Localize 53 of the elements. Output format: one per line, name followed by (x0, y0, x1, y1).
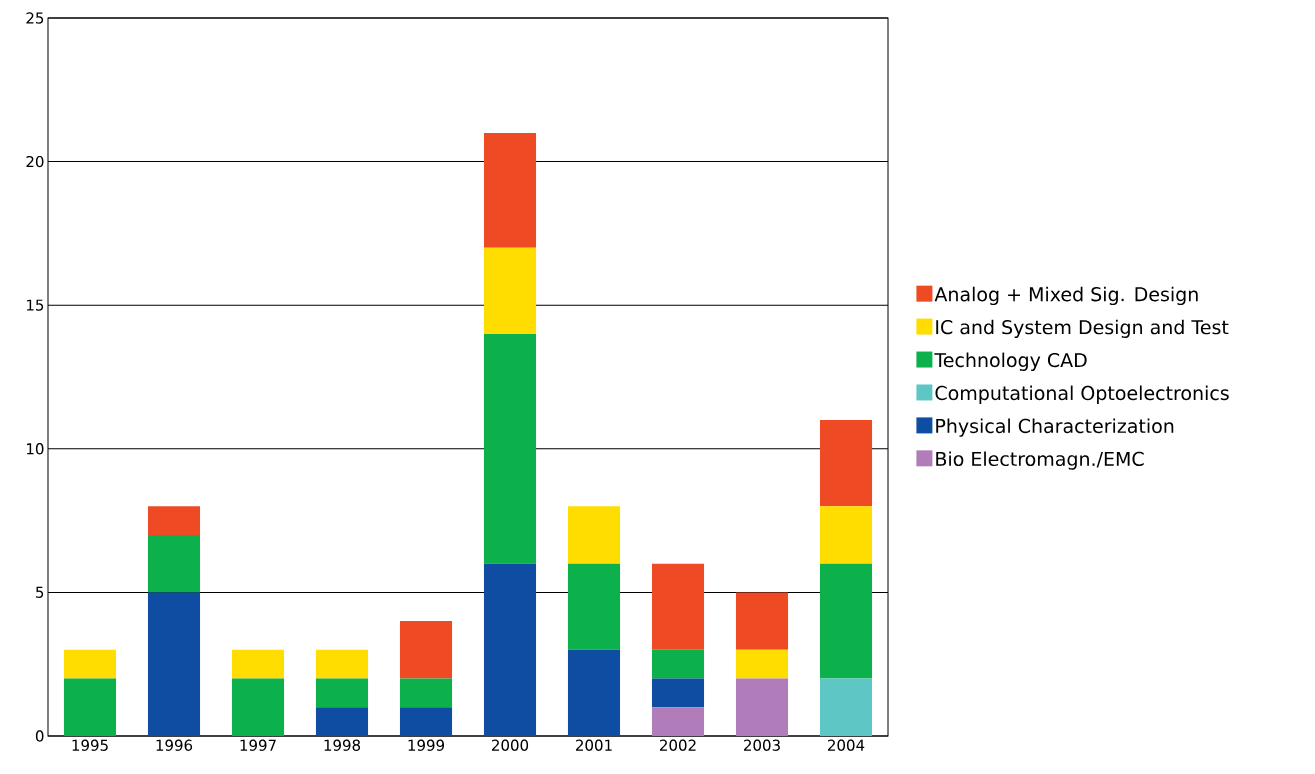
bar (483, 333, 537, 564)
legend-label: Bio Electromagn./EMC (936, 451, 1144, 470)
bar (735, 592, 789, 650)
x-tick-label: 2000 (492, 739, 529, 751)
bar (483, 247, 537, 334)
x-tick-label: 1998 (324, 739, 361, 751)
bar (735, 649, 789, 679)
x-tick-label: 1996 (156, 739, 193, 751)
y-tick-label: 25 (26, 12, 44, 24)
legend-label: Physical Characterization (936, 418, 1174, 437)
bar (315, 678, 369, 708)
bar (567, 563, 621, 650)
bar (63, 649, 117, 679)
x-tick-label: 2001 (576, 739, 612, 751)
legend-label: IC and System Design and Test (936, 319, 1229, 339)
legend-label: Analog + Mixed Sig. Design (934, 286, 1198, 306)
legend-label: Technology CAD (934, 352, 1087, 371)
bar (147, 592, 201, 736)
x-tick-label: 1995 (72, 739, 108, 751)
x-tick-label: 2002 (660, 739, 696, 751)
bar (483, 132, 537, 248)
x-tick-label: 1999 (408, 739, 445, 751)
bar (819, 678, 873, 736)
legend-label: Computational Optoelectronics (935, 385, 1229, 404)
y-tick-label: 20 (26, 155, 44, 168)
bar (399, 678, 453, 708)
bar (231, 678, 285, 736)
bar (147, 506, 201, 535)
x-tick-label: 2003 (744, 739, 780, 751)
bar (735, 678, 789, 736)
bar (315, 707, 369, 736)
bar (651, 707, 705, 736)
bar (231, 649, 285, 679)
bar (147, 534, 201, 593)
bar (819, 563, 873, 679)
bar (651, 678, 705, 708)
bar (399, 707, 453, 736)
bar (567, 506, 621, 564)
bar (315, 649, 369, 679)
y-tick-label: 5 (36, 586, 44, 598)
y-tick-label: 0 (35, 730, 44, 742)
bar (63, 678, 117, 736)
bar (567, 649, 621, 736)
y-tick-label: 10 (27, 443, 44, 455)
bar (651, 649, 705, 679)
bar (651, 563, 705, 650)
bar (483, 563, 537, 736)
bar (819, 506, 873, 564)
bar (399, 621, 453, 679)
x-tick-label: 2004 (828, 739, 865, 751)
x-tick-label: 1997 (240, 739, 276, 751)
bar (819, 420, 873, 507)
y-tick-label: 15 (27, 299, 44, 311)
